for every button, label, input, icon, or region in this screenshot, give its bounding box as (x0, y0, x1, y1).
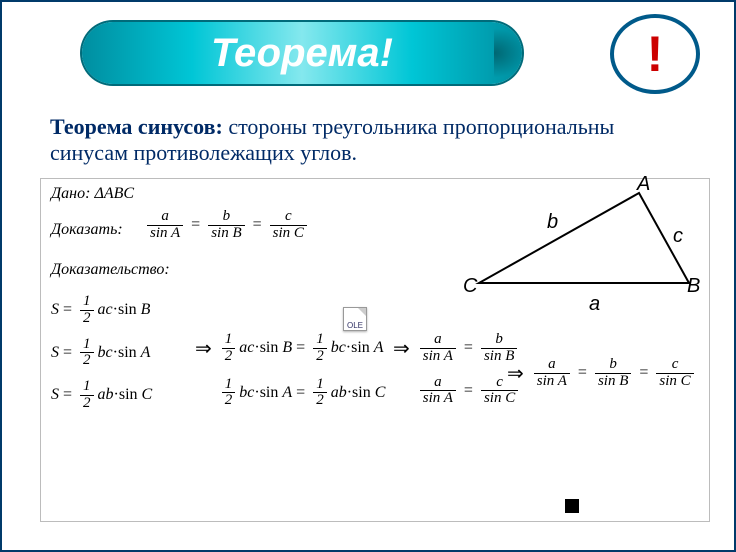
triangle-shape (479, 193, 689, 283)
half-num2: 1 (80, 337, 94, 353)
den-sinc: sin C (270, 225, 307, 242)
proof-label-text: Доказательство (51, 261, 164, 278)
m1d2: 2 (313, 348, 327, 365)
side-a: a (589, 293, 600, 316)
area-row-3: S= 12 ab·sin C (51, 379, 152, 412)
given-label: Дано (51, 185, 85, 202)
mid1-row2: ⇒ 12 bc·sin A= 12 ab·sin C (189, 377, 385, 410)
prove-equation: asin A = bsin B = csin C (147, 209, 307, 242)
area-formulas-col: S= 12 ac·sin B S= 12 bc·sin A S= 12 ab·s… (51, 291, 152, 422)
final-equation: ⇒ asin A = bsin B = csin C (501, 357, 694, 390)
prove-label: Доказать: (51, 221, 123, 239)
m1n3: 1 (222, 377, 236, 393)
m2sc: sin C (481, 390, 518, 407)
half-den2: 2 (80, 352, 94, 369)
vertex-a: A (637, 173, 650, 196)
half-den3: 2 (80, 395, 94, 412)
m2sa: sin A (420, 348, 456, 365)
triangle-svg (439, 183, 699, 303)
vertex-c: C (463, 275, 477, 298)
proof-box: Дано: ΔABC Доказать: asin A = bsin B = c… (40, 178, 710, 522)
m2sa2: sin A (420, 390, 456, 407)
given-value: ΔABC (94, 185, 134, 202)
mid2-row1: ⇒ asin A = bsin B (387, 332, 518, 365)
derivation-step-2: ⇒ asin A = bsin B ⇒ asin A = csin C (387, 329, 518, 417)
fa: a (534, 357, 570, 373)
side-c: c (673, 225, 683, 248)
m1d1: 2 (222, 348, 236, 365)
fsb: sin B (595, 373, 631, 390)
ole-text: OLE (347, 321, 363, 330)
m2a: a (420, 332, 456, 348)
den-sinb: sin B (208, 225, 244, 242)
fb: b (595, 357, 631, 373)
num-b: b (208, 209, 244, 225)
den-sina: sin A (147, 225, 183, 242)
area-row-2: S= 12 bc·sin A (51, 337, 152, 370)
m1n4: 1 (313, 377, 327, 393)
fc: c (656, 357, 693, 373)
exclamation-badge: ! (610, 14, 700, 94)
title-text: Теорема! (211, 31, 393, 76)
theorem-statement: Теорема синусов: стороны треугольника пр… (50, 114, 694, 167)
derivation-step-1: ⇒ 12 ac·sin B= 12 bc·sin A ⇒ 12 bc·sin A… (189, 329, 385, 421)
statement-lead: Теорема синусов: (50, 114, 223, 139)
half-den: 2 (80, 310, 94, 327)
ole-icon: OLE (343, 307, 367, 331)
vertex-b: B (687, 275, 700, 298)
num-c: c (270, 209, 307, 225)
half-num: 1 (80, 294, 94, 310)
prove-label-text: Доказать (51, 221, 117, 238)
m1n1: 1 (222, 332, 236, 348)
fsc: sin C (656, 373, 693, 390)
exclamation-text: ! (647, 25, 664, 83)
pill-notch (494, 28, 524, 78)
mid2-row2: ⇒ asin A = csin C (387, 375, 518, 408)
m1n2: 1 (313, 332, 327, 348)
side-b: b (547, 211, 558, 234)
qed-square (565, 499, 579, 513)
slide-frame: Теорема! ! Теорема синусов: стороны треу… (0, 0, 736, 552)
half-num3: 1 (80, 379, 94, 395)
m2b: b (481, 332, 517, 348)
m1d3: 2 (222, 392, 236, 409)
m1d4: 2 (313, 392, 327, 409)
title-pill: Теорема! (82, 22, 522, 84)
fsa: sin A (534, 373, 570, 390)
given-line: Дано: ΔABC (51, 185, 134, 203)
area-row-1: S= 12 ac·sin B (51, 294, 152, 327)
proof-label: Доказательство: (51, 261, 170, 279)
triangle-figure: A B C b c a (439, 183, 699, 323)
num-a: a (147, 209, 183, 225)
m2a2: a (420, 375, 456, 391)
mid1-row1: ⇒ 12 ac·sin B= 12 bc·sin A (189, 332, 385, 365)
